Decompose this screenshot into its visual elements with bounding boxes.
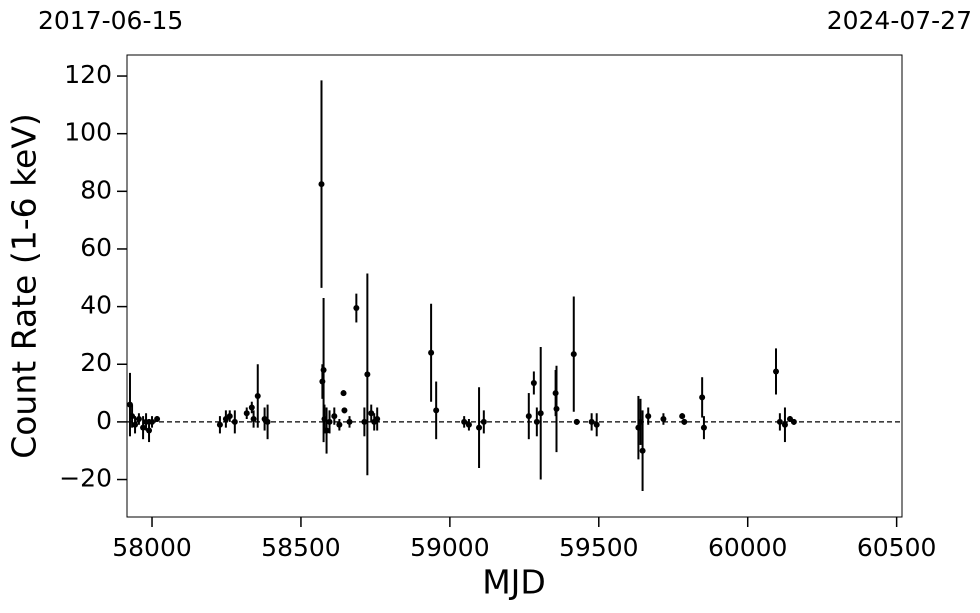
data-point (318, 181, 325, 188)
data-point (428, 349, 435, 356)
data-point (340, 390, 347, 397)
x-tick-label: 60000 (708, 533, 788, 562)
data-point (588, 418, 595, 425)
y-tick-label: 20 (80, 348, 112, 377)
data-point (525, 413, 532, 420)
data-point (790, 418, 797, 425)
data-point (226, 413, 233, 420)
data-point (639, 447, 646, 454)
data-point (660, 416, 667, 423)
data-point (248, 404, 255, 411)
data-point (681, 418, 688, 425)
data-point (593, 421, 600, 428)
data-point (537, 410, 544, 417)
data-point (361, 418, 368, 425)
x-tick-label: 58500 (261, 533, 341, 562)
data-point (374, 416, 381, 423)
data-point (699, 394, 706, 401)
top-right-date: 2024-07-27 (827, 6, 972, 35)
data-point (773, 368, 780, 375)
data-point (135, 416, 142, 423)
x-tick-label: 60500 (857, 533, 937, 562)
data-point (645, 413, 652, 420)
data-point (319, 378, 326, 385)
y-axis-label: Count Rate (1-6 keV) (5, 113, 44, 459)
data-point (368, 410, 375, 417)
data-point (570, 351, 577, 358)
data-point (326, 418, 333, 425)
x-tick-label: 59000 (410, 533, 490, 562)
data-point (250, 416, 257, 423)
y-tick-label: 40 (80, 291, 112, 320)
y-tick-label: 80 (80, 175, 112, 204)
x-tick-label: 58000 (112, 533, 192, 562)
data-point (254, 392, 261, 399)
data-point (341, 407, 348, 414)
data-point (461, 418, 468, 425)
data-point (154, 416, 161, 423)
data-point (146, 427, 153, 434)
data-point (776, 418, 783, 425)
plot-frame (126, 54, 903, 518)
data-point (323, 427, 330, 434)
data-point (781, 421, 788, 428)
data-point (480, 418, 487, 425)
data-point (476, 424, 483, 431)
data-point (140, 424, 147, 431)
y-tick-label: 60 (80, 233, 112, 262)
data-point (346, 418, 353, 425)
data-point (465, 421, 472, 428)
data-point (264, 418, 271, 425)
x-tick-label: 59500 (559, 533, 639, 562)
data-point (143, 418, 150, 425)
data-point (353, 305, 360, 312)
data-point (216, 421, 223, 428)
data-point (231, 418, 238, 425)
y-tick-label: 100 (64, 118, 112, 147)
data-point (533, 418, 540, 425)
data-point (433, 407, 440, 414)
data-point (129, 413, 136, 420)
y-tick-label: −20 (59, 464, 112, 493)
data-point (149, 418, 156, 425)
y-tick-label: 120 (64, 60, 112, 89)
top-left-date: 2017-06-15 (38, 6, 183, 35)
data-point (364, 371, 371, 378)
data-point (336, 421, 343, 428)
data-point (679, 413, 686, 420)
data-point (573, 418, 580, 425)
data-point (530, 379, 537, 386)
data-point (243, 410, 250, 417)
y-tick-label: 0 (96, 406, 112, 435)
data-point (132, 421, 139, 428)
x-axis-label: MJD (482, 563, 546, 602)
data-point (700, 424, 707, 431)
data-point (331, 413, 338, 420)
data-point (553, 405, 560, 412)
